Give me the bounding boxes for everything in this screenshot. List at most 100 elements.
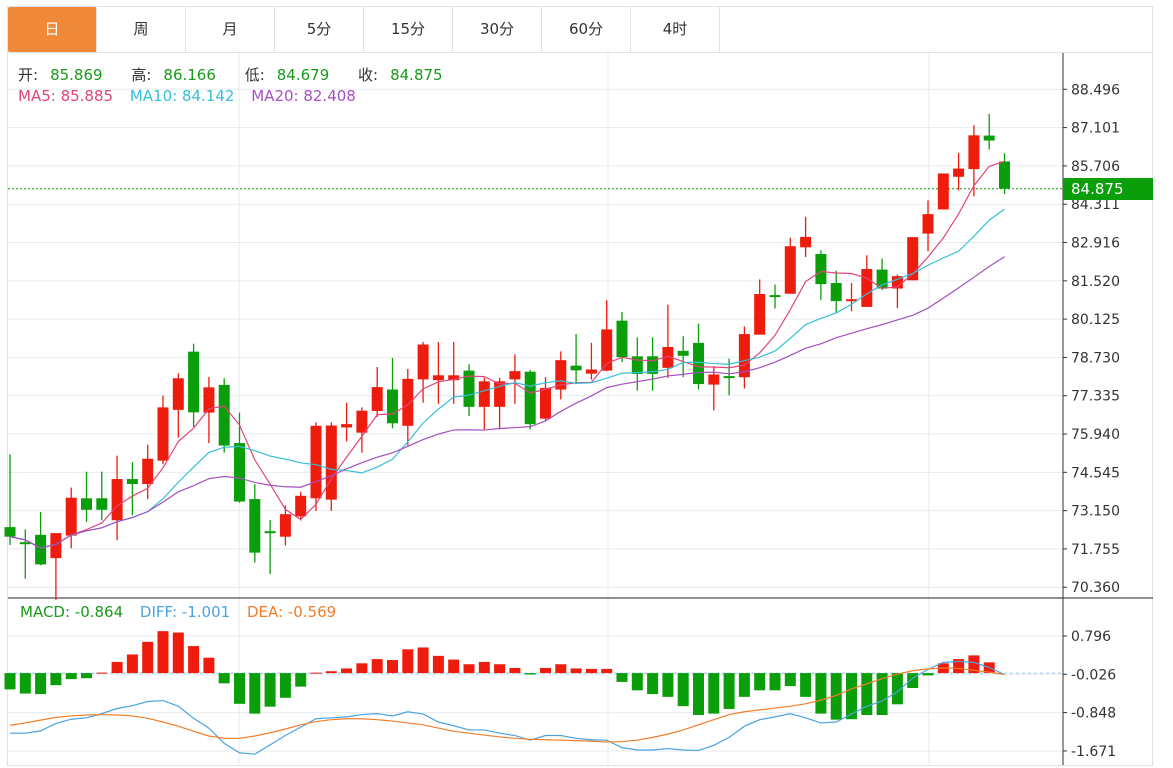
macd-bar: [279, 673, 291, 698]
price-axis-label: 80.125: [1071, 312, 1120, 328]
candle-body: [585, 369, 597, 374]
candle: [325, 422, 337, 511]
macd-bar: [432, 655, 444, 674]
candle: [402, 368, 414, 446]
candle-body: [861, 269, 873, 307]
candle-body: [754, 294, 766, 335]
tab-4hour[interactable]: 4时: [631, 7, 720, 52]
candle-body: [417, 344, 429, 380]
candle: [432, 342, 444, 404]
price-axis-label: 70.360: [1071, 580, 1120, 596]
candle: [218, 378, 230, 453]
price-axis-label: 85.706: [1071, 159, 1120, 175]
tab-day[interactable]: 日: [8, 7, 97, 52]
price-axis-label: 82.916: [1071, 236, 1120, 252]
candle-body: [111, 479, 123, 521]
price-axis-label: 74.545: [1071, 465, 1120, 481]
candle: [295, 491, 307, 521]
candle-body: [570, 365, 582, 371]
macd-bar: [295, 673, 307, 687]
tab-5min[interactable]: 5分: [275, 7, 364, 52]
candle: [953, 152, 965, 191]
ma20-value: MA20: 82.408: [251, 87, 356, 105]
candle: [157, 395, 169, 465]
macd-bar: [142, 641, 154, 674]
candle-body: [478, 381, 490, 407]
candle: [249, 484, 261, 563]
candle-body: [218, 384, 230, 446]
candle: [662, 304, 674, 379]
macd-bar: [784, 673, 796, 687]
tab-30min[interactable]: 30分: [453, 7, 542, 52]
ma20-line: [9, 256, 1005, 549]
tab-week[interactable]: 周: [97, 7, 186, 52]
candle: [937, 173, 949, 210]
candle-body: [891, 276, 903, 289]
tab-60min[interactable]: 60分: [542, 7, 631, 52]
candle: [540, 377, 551, 422]
candle-body: [371, 387, 383, 411]
macd-bar: [203, 657, 215, 674]
chart-frame: [7, 52, 1153, 766]
candle-body: [65, 497, 77, 536]
dea-value: DEA: -0.569: [246, 603, 337, 621]
macd-bar: [601, 668, 613, 674]
candle-body: [677, 350, 689, 356]
open-label: 开:: [18, 66, 39, 84]
candle-body: [203, 387, 215, 413]
candle: [815, 250, 827, 301]
candle: [601, 300, 613, 372]
macd-bar: [448, 659, 460, 674]
candle: [264, 519, 276, 575]
candle-body: [800, 236, 812, 248]
macd-bar: [846, 673, 857, 720]
candle: [310, 422, 322, 511]
candle-body: [325, 425, 337, 500]
macd-bar: [769, 673, 781, 691]
open-value: 85.869: [50, 66, 103, 84]
candle-body: [876, 269, 888, 289]
macd-bar: [570, 668, 582, 674]
candle: [234, 412, 245, 503]
macd-bar: [19, 673, 31, 694]
ma10-value: MA10: 84.142: [129, 87, 235, 105]
low-value: 84.679: [276, 66, 330, 84]
macd-bar: [876, 673, 888, 716]
candle: [203, 376, 215, 444]
macd-bar: [708, 673, 720, 714]
macd-bar: [907, 673, 919, 688]
close-label: 收:: [358, 66, 379, 84]
candle-body: [432, 375, 444, 381]
candle-body: [463, 370, 475, 407]
candle-body: [310, 425, 322, 499]
candle-body: [922, 214, 934, 234]
candle: [96, 471, 108, 521]
candle-body: [172, 378, 184, 410]
candle: [555, 351, 567, 400]
macd-bar: [922, 673, 934, 676]
candle: [341, 402, 353, 442]
candle-body: [19, 542, 31, 545]
price-axis-label: 84.311: [1071, 197, 1120, 213]
tab-month[interactable]: 月: [186, 7, 275, 52]
price-axis-label: 87.101: [1071, 121, 1120, 137]
candle-body: [126, 479, 138, 484]
macd-bar: [417, 647, 429, 674]
macd-bar: [953, 659, 965, 674]
tab-15min[interactable]: 15分: [364, 7, 453, 52]
candle: [463, 364, 475, 416]
candle: [693, 323, 704, 390]
price-axis-label: 77.335: [1071, 389, 1120, 405]
candle: [371, 367, 383, 418]
last-price-tag: 84.875: [1063, 178, 1153, 200]
macd-bar: [81, 673, 92, 679]
macd-bar: [157, 631, 169, 674]
price-axis-label: 81.520: [1071, 274, 1120, 290]
candle: [585, 342, 597, 380]
candle: [861, 255, 873, 307]
candle: [983, 113, 995, 150]
macd-bar: [723, 673, 735, 709]
macd-bar: [126, 654, 138, 674]
candle-body: [142, 458, 154, 484]
